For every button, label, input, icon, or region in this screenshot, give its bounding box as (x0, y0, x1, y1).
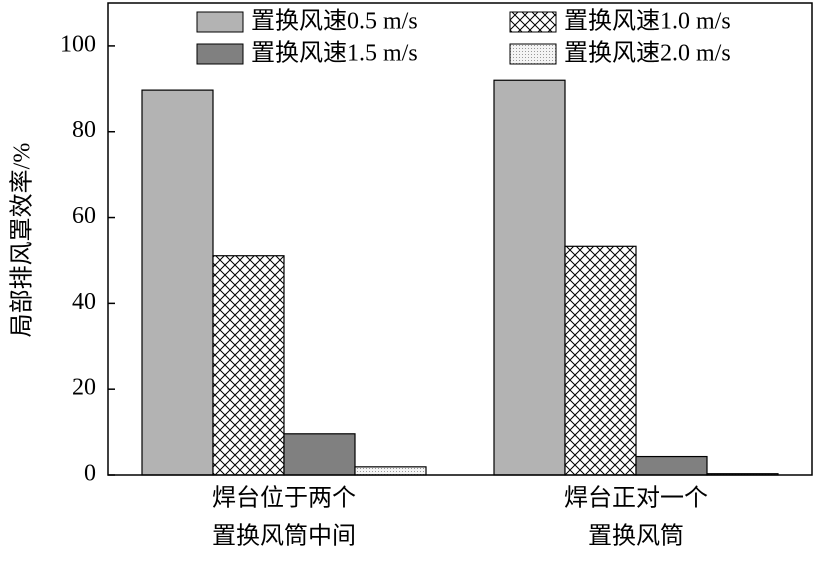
bar (283, 433, 356, 476)
legend-swatch (196, 43, 244, 65)
legend-swatch (196, 11, 244, 33)
y-tick-label: 40 (72, 289, 96, 315)
y-tick-label: 0 (84, 461, 96, 487)
plot-frame (107, 2, 813, 476)
x-tick-label: 置换风筒中间 (212, 523, 356, 550)
bar (141, 89, 214, 476)
bar (493, 79, 566, 476)
bar (354, 466, 427, 476)
y-tick-label: 60 (72, 203, 96, 229)
legend-swatch (509, 11, 557, 33)
legend-label: 置换风速2.0 m/s (564, 40, 731, 67)
legend-label: 置换风速1.5 m/s (251, 40, 418, 67)
y-tick-label: 20 (72, 375, 96, 401)
y-tick-label: 80 (72, 117, 96, 143)
x-tick-label: 置换风筒 (588, 523, 684, 550)
y-tick-label: 100 (60, 31, 96, 57)
y-axis-label: 局部排风罩效率/% (9, 143, 36, 338)
bar (635, 455, 708, 476)
legend-swatch (509, 43, 557, 65)
bar (212, 255, 285, 476)
legend-label: 置换风速0.5 m/s (251, 8, 418, 35)
legend-label: 置换风速1.0 m/s (564, 8, 731, 35)
bar (564, 245, 637, 476)
x-tick-label: 焊台位于两个 (212, 485, 356, 512)
x-tick-label: 焊台正对一个 (564, 485, 708, 512)
